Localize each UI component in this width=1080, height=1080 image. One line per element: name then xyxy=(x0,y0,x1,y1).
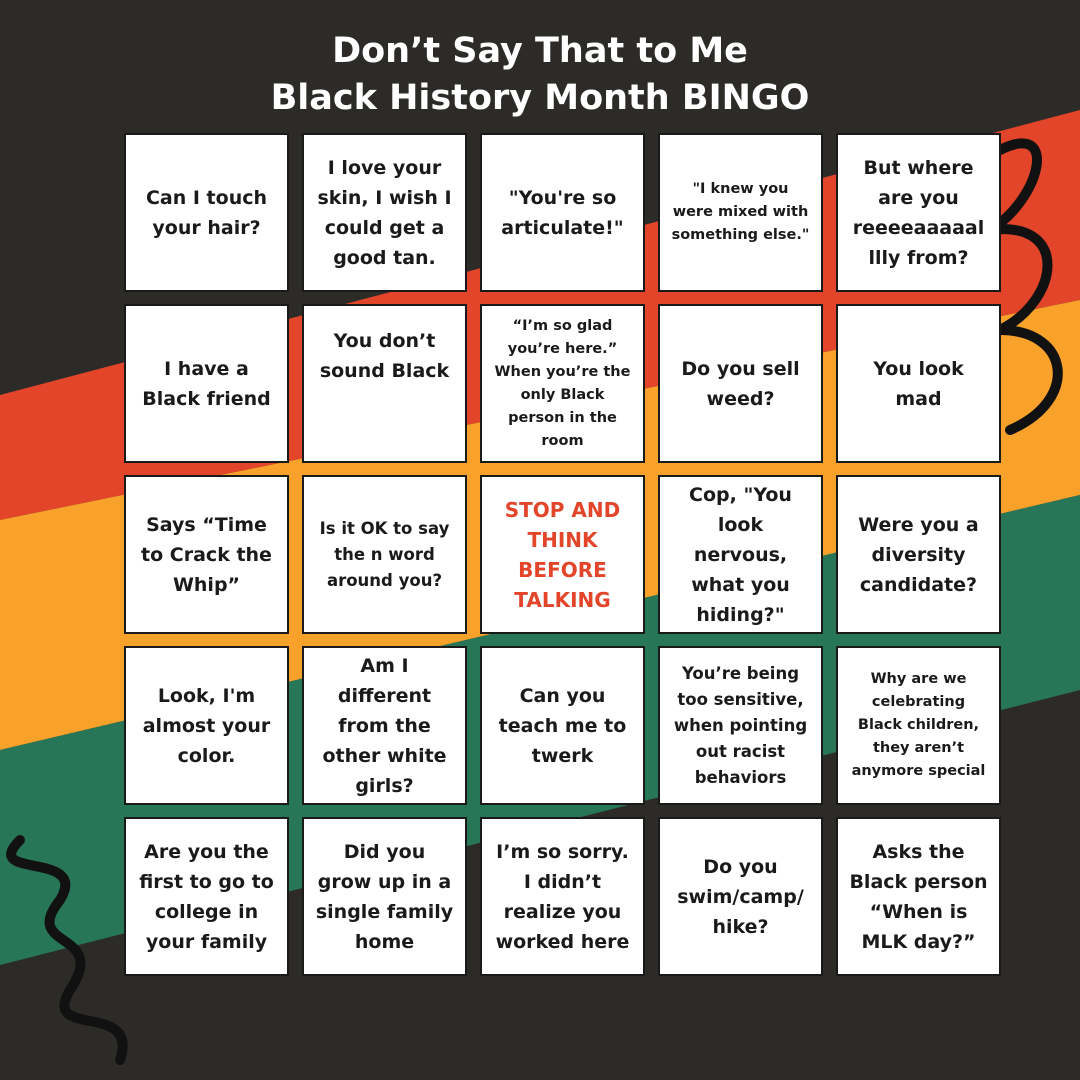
bingo-cell[interactable]: Look, I'm almost your color. xyxy=(124,646,289,805)
page-title: Don’t Say That to Me Black History Month… xyxy=(0,28,1080,122)
bingo-cell[interactable]: You don’t sound Black xyxy=(302,304,467,463)
bingo-cell[interactable]: Am I different from the other white girl… xyxy=(302,646,467,805)
bingo-cell[interactable]: Says “Time to Crack the Whip” xyxy=(124,475,289,634)
bingo-cell[interactable]: I love your skin, I wish I could get a g… xyxy=(302,133,467,292)
bingo-cell[interactable]: I have a Black friend xyxy=(124,304,289,463)
bingo-cell[interactable]: Did you grow up in a single family home xyxy=(302,817,467,976)
free-space-cell[interactable]: STOP AND THINK BEFORE TALKING xyxy=(480,475,645,634)
bingo-cell[interactable]: Cop, "You look nervous, what you hiding?… xyxy=(658,475,823,634)
bingo-cell[interactable]: You’re being too sensitive, when pointin… xyxy=(658,646,823,805)
bingo-cell[interactable]: Asks the Black person “When is MLK day?” xyxy=(836,817,1001,976)
brush-scribble xyxy=(987,138,1063,435)
bingo-cell[interactable]: I’m so sorry. I didn’t realize you worke… xyxy=(480,817,645,976)
bingo-grid: Can I touch your hair? I love your skin,… xyxy=(124,133,1001,976)
bingo-cell[interactable]: "You're so articulate!" xyxy=(480,133,645,292)
bingo-cell[interactable]: "I knew you were mixed with something el… xyxy=(658,133,823,292)
title-line-1: Don’t Say That to Me xyxy=(332,31,748,71)
bingo-cell[interactable]: Why are we celebrating Black children, t… xyxy=(836,646,1001,805)
bingo-cell[interactable]: Can I touch your hair? xyxy=(124,133,289,292)
title-line-2: Black History Month BINGO xyxy=(270,78,810,118)
bingo-cell[interactable]: Are you the first to go to college in yo… xyxy=(124,817,289,976)
bingo-cell[interactable]: “I’m so glad you’re here.” When you’re t… xyxy=(480,304,645,463)
bingo-cell[interactable]: Can you teach me to twerk xyxy=(480,646,645,805)
bingo-cell[interactable]: But where are you reeeeaaaaal llly from? xyxy=(836,133,1001,292)
brush-scribble xyxy=(6,835,128,1065)
bingo-cell[interactable]: Is it OK to say the n word around you? xyxy=(302,475,467,634)
bingo-cell[interactable]: Were you a diversity candidate? xyxy=(836,475,1001,634)
bingo-cell[interactable]: You look mad xyxy=(836,304,1001,463)
bingo-cell[interactable]: Do you swim/camp/ hike? xyxy=(658,817,823,976)
bingo-cell[interactable]: Do you sell weed? xyxy=(658,304,823,463)
